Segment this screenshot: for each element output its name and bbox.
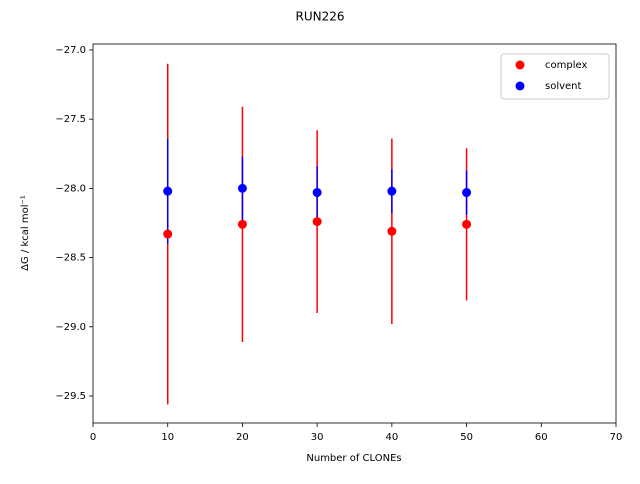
y-tick-label: −28.0 <box>55 183 86 194</box>
y-tick-label: −27.0 <box>55 45 86 56</box>
y-tick-label: −29.5 <box>55 391 86 402</box>
y-tick-label: −29.0 <box>55 322 86 333</box>
x-tick-label: 30 <box>311 432 324 443</box>
legend-marker <box>515 81 525 91</box>
y-tick-label: −28.5 <box>55 253 86 264</box>
x-tick-label: 40 <box>385 432 398 443</box>
legend-marker <box>515 60 525 70</box>
point <box>312 217 322 227</box>
point <box>312 188 322 198</box>
plot-frame <box>92 43 617 424</box>
x-tick-label: 70 <box>610 432 623 443</box>
y-axis-label: ΔG / kcal mol⁻¹ <box>20 195 31 271</box>
point <box>387 186 397 196</box>
point <box>237 183 247 193</box>
x-tick-label: 60 <box>535 432 548 443</box>
x-tick-label: 50 <box>460 432 473 443</box>
x-tick-label: 20 <box>236 432 249 443</box>
point <box>462 188 472 198</box>
point <box>237 219 247 229</box>
x-tick-label: 10 <box>161 432 174 443</box>
legend-label: solvent <box>545 81 582 92</box>
legend-label: complex <box>545 60 587 71</box>
x-tick-label: 0 <box>90 432 96 443</box>
chart-title: RUN226 <box>295 10 344 24</box>
legend-box <box>500 53 610 100</box>
point <box>462 219 472 229</box>
x-axis-label: Number of CLONEs <box>306 453 401 464</box>
point <box>163 186 173 196</box>
point <box>163 229 173 239</box>
y-tick-label: −27.5 <box>55 114 86 125</box>
point <box>387 226 397 236</box>
